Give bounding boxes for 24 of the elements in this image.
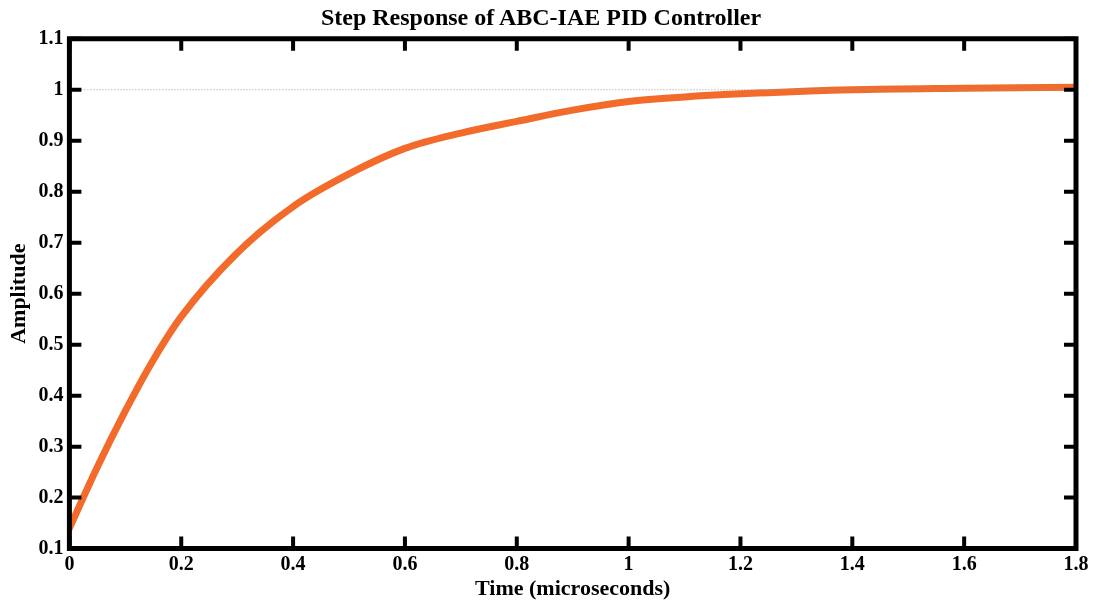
y-tick-label: 0.5	[38, 331, 64, 354]
y-tick-label: 0.4	[38, 382, 64, 405]
y-tick-label: 1	[53, 76, 64, 99]
chart-title: Step Response of ABC-IAE PID Controller	[320, 3, 762, 30]
y-tick-label: 0.2	[38, 484, 64, 507]
y-tick-label: 0.1	[38, 535, 64, 558]
x-tick-label: 1.6	[951, 551, 977, 574]
x-tick-label: 0.8	[504, 551, 530, 574]
x-tick-label: 1.4	[839, 551, 865, 574]
y-tick-label: 0.7	[38, 229, 64, 252]
x-tick-label: 0.4	[280, 551, 306, 574]
x-axis-title: Time (microseconds)	[475, 575, 671, 601]
y-tick-label: 0.6	[38, 280, 64, 303]
x-tick-label: 0.6	[392, 551, 418, 574]
y-tick-label: 0.8	[38, 178, 64, 201]
y-tick-label: 1.1	[38, 25, 64, 48]
y-tick-label: 0.9	[38, 127, 64, 150]
y-tick-label: 0.3	[38, 433, 64, 456]
x-tick-label: 0.2	[168, 551, 194, 574]
x-tick-label: 1	[623, 551, 634, 574]
y-axis-title: Amplitude	[4, 243, 30, 344]
x-tick-label: 1.8	[1063, 551, 1089, 574]
x-tick-label: 1.2	[727, 551, 753, 574]
x-tick-label: 0	[64, 551, 75, 574]
